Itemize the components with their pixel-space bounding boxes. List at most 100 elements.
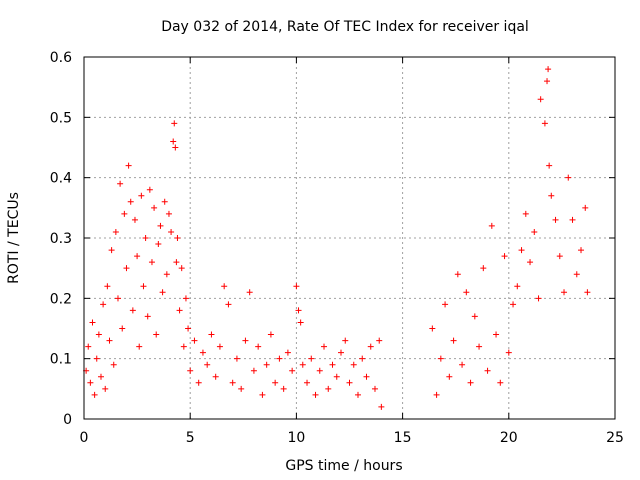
data-point — [85, 343, 92, 350]
data-point — [367, 343, 374, 350]
data-point — [263, 361, 270, 368]
data-point — [255, 343, 262, 350]
data-point — [104, 283, 111, 290]
data-point — [429, 325, 436, 332]
data-point — [212, 373, 219, 380]
data-point — [131, 216, 138, 223]
data-point — [442, 301, 449, 308]
data-point — [527, 259, 534, 266]
data-point — [505, 349, 512, 356]
data-point — [350, 361, 357, 368]
data-point — [163, 271, 170, 278]
data-point — [546, 162, 553, 169]
data-point — [272, 379, 279, 386]
y-tick-label: 0.2 — [50, 291, 72, 307]
data-point — [191, 337, 198, 344]
data-point — [112, 228, 119, 235]
data-point — [545, 66, 552, 73]
data-point — [187, 367, 194, 374]
data-point — [155, 241, 162, 248]
data-point — [378, 403, 385, 410]
y-tick-label: 0.4 — [50, 171, 72, 187]
data-point — [514, 283, 521, 290]
data-point — [238, 385, 245, 392]
y-tick-label: 0.3 — [50, 231, 72, 247]
data-point — [195, 379, 202, 386]
data-point — [467, 379, 474, 386]
data-point — [450, 337, 457, 344]
y-axis-label: ROTI / TECUs — [6, 192, 22, 284]
data-point — [510, 301, 517, 308]
data-point — [565, 174, 572, 181]
y-tick-label: 0.5 — [50, 110, 72, 126]
data-point — [363, 373, 370, 380]
data-point — [437, 355, 444, 362]
x-axis-label: GPS time / hours — [285, 458, 402, 474]
data-point — [89, 319, 96, 326]
data-point — [140, 283, 147, 290]
data-point — [463, 289, 470, 296]
data-point — [531, 228, 538, 235]
data-point — [171, 120, 178, 127]
x-tick-label: 20 — [500, 430, 518, 446]
data-point — [161, 198, 168, 205]
data-point — [95, 331, 102, 338]
data-point — [535, 295, 542, 302]
data-point — [371, 385, 378, 392]
data-point — [123, 265, 130, 272]
data-point — [312, 391, 319, 398]
data-point — [121, 210, 128, 217]
data-point — [185, 325, 192, 332]
data-point — [569, 216, 576, 223]
data-point — [289, 367, 296, 374]
data-point — [325, 385, 332, 392]
data-point — [259, 391, 266, 398]
data-point — [459, 361, 466, 368]
data-point — [293, 283, 300, 290]
data-point — [573, 271, 580, 278]
data-point — [582, 204, 589, 211]
data-point — [225, 301, 232, 308]
data-point — [501, 253, 508, 260]
data-point — [471, 313, 478, 320]
data-point — [178, 265, 185, 272]
data-point — [299, 361, 306, 368]
x-tick-labels: 0 5 10 15 20 25 — [80, 430, 624, 446]
data-point — [102, 385, 109, 392]
data-point — [354, 391, 361, 398]
data-point — [276, 355, 283, 362]
y-tick-label: 0.1 — [50, 352, 72, 368]
data-point — [172, 144, 179, 151]
data-point — [242, 337, 249, 344]
data-point — [221, 283, 228, 290]
data-point — [180, 343, 187, 350]
data-point — [329, 361, 336, 368]
data-point — [584, 289, 591, 296]
data-point — [125, 162, 132, 169]
data-point — [308, 355, 315, 362]
data-point — [537, 96, 544, 103]
data-point — [138, 192, 145, 199]
x-tick-label: 5 — [186, 430, 195, 446]
x-tick-label: 10 — [287, 430, 305, 446]
data-points — [83, 66, 591, 410]
data-point — [493, 331, 500, 338]
data-point — [488, 222, 495, 229]
data-point — [297, 319, 304, 326]
data-point — [433, 391, 440, 398]
data-point — [176, 307, 183, 314]
data-point — [246, 289, 253, 296]
data-point — [168, 228, 175, 235]
data-point — [151, 204, 158, 211]
data-point — [148, 259, 155, 266]
data-point — [144, 313, 151, 320]
x-tick-label: 0 — [80, 430, 89, 446]
data-point — [333, 373, 340, 380]
data-point — [476, 343, 483, 350]
data-point — [157, 222, 164, 229]
data-point — [204, 361, 211, 368]
data-point — [484, 367, 491, 374]
data-point — [338, 349, 345, 356]
data-point — [173, 259, 180, 266]
grid-lines — [84, 57, 615, 419]
